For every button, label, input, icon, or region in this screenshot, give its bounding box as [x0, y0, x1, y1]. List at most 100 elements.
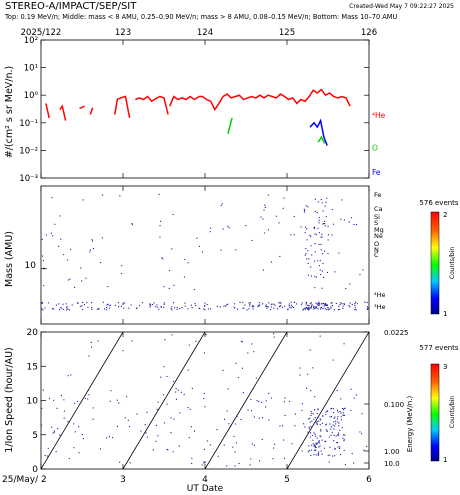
series-he-line: [114, 95, 131, 119]
mass-event-dot: [97, 307, 99, 309]
speed-event-dot: [261, 438, 263, 440]
mass-event-dot: [326, 304, 328, 306]
bottom-ytick-label: 20: [27, 328, 39, 338]
mass-event-dot: [60, 238, 62, 240]
mass-event-dot: [331, 305, 333, 307]
mass-event-dot: [341, 303, 343, 305]
speed-event-dot: [330, 416, 332, 418]
speed-event-dot: [316, 423, 318, 425]
speed-event-dot: [315, 445, 317, 447]
speed-event-dot: [308, 426, 310, 428]
mass-event-dot: [243, 307, 245, 309]
mass-event-dot: [349, 283, 351, 285]
mass-event-dot: [207, 308, 209, 310]
speed-event-dot: [343, 409, 345, 411]
mass-event-dot: [155, 306, 157, 308]
mass-event-dot: [233, 303, 235, 305]
speed-event-dot: [311, 434, 313, 436]
speed-event-dot: [319, 335, 321, 337]
mass-event-dot: [321, 303, 323, 305]
speed-event-dot: [163, 394, 165, 396]
speed-event-dot: [301, 403, 303, 405]
speed-event-dot: [255, 377, 257, 379]
series-he-line: [135, 95, 169, 115]
speed-event-dot: [338, 425, 340, 427]
mass-event-dot: [322, 308, 324, 310]
speed-event-dot: [340, 398, 342, 400]
speed-event-dot: [241, 341, 243, 343]
speed-event-dot: [318, 441, 320, 443]
colorbar-1-events: 576 events: [419, 199, 459, 207]
speed-event-dot: [325, 429, 327, 431]
speed-event-dot: [88, 394, 90, 396]
mass-event-dot: [62, 303, 64, 305]
mass-event-dot: [85, 277, 87, 279]
speed-event-dot: [366, 445, 368, 447]
chart-title: STEREO-A/IMPACT/SEP/SIT: [5, 1, 137, 12]
mass-event-dot: [45, 234, 47, 236]
speed-event-dot: [312, 413, 314, 415]
mass-event-dot: [339, 304, 341, 306]
mass-event-dot: [314, 275, 316, 277]
mass-event-dot: [201, 251, 203, 253]
speed-event-dot: [92, 418, 94, 420]
mass-event-dot: [326, 197, 328, 199]
mass-event-dot: [314, 226, 316, 228]
mass-event-dot: [308, 305, 310, 307]
speed-event-dot: [284, 457, 286, 459]
speed-event-dot: [82, 438, 84, 440]
mass-event-dot: [266, 306, 268, 308]
speed-event-dot: [318, 420, 320, 422]
speed-event-dot: [81, 434, 83, 436]
speed-event-dot: [338, 432, 340, 434]
mass-event-dot: [341, 199, 343, 201]
speed-event-dot: [63, 410, 65, 412]
mass-event-dot: [334, 271, 336, 273]
speed-event-dot: [328, 461, 330, 463]
mass-event-dot: [278, 302, 280, 304]
series-he-line: [169, 88, 351, 112]
mass-event-dot: [225, 305, 227, 307]
speed-event-dot: [203, 392, 205, 394]
mass-event-dot: [74, 286, 76, 288]
mass-event-dot: [310, 307, 312, 309]
mass-event-dot: [77, 302, 79, 304]
speed-event-dot: [340, 416, 342, 418]
speed-event-dot: [313, 454, 315, 456]
speed-event-dot: [336, 409, 338, 411]
mass-event-dot: [308, 307, 310, 309]
speed-event-dot: [170, 417, 172, 419]
speed-event-dot: [341, 407, 343, 409]
mass-event-dot: [235, 249, 237, 251]
speed-event-dot: [73, 423, 75, 425]
speed-event-dot: [337, 411, 339, 413]
mass-event-dot: [242, 301, 244, 303]
mass-event-dot: [252, 308, 254, 310]
mass-event-dot: [82, 301, 84, 303]
speed-event-dot: [203, 462, 205, 464]
mass-event-dot: [271, 303, 273, 305]
mass-event-dot: [283, 197, 285, 199]
mass-event-dot: [355, 301, 357, 303]
mass-event-dot: [245, 225, 247, 227]
speed-event-dot: [55, 451, 57, 453]
speed-event-dot: [234, 465, 236, 467]
top-ytick-label: 10²: [24, 36, 38, 46]
speed-event-dot: [59, 434, 61, 436]
speed-event-dot: [191, 457, 193, 459]
mass-event-dot: [328, 308, 330, 310]
speed-event-dot: [317, 442, 319, 444]
mass-event-dot: [244, 304, 246, 306]
chart-subtitle: Top: 0.19 MeV/n; Middle: mass < 8 AMU, 0…: [5, 13, 398, 21]
mass-event-dot: [267, 194, 269, 196]
mass-event-dot: [68, 309, 70, 311]
speed-event-dot: [359, 431, 361, 433]
mass-event-dot: [322, 276, 324, 278]
mass-event-dot: [100, 262, 102, 264]
speed-event-dot: [188, 437, 190, 439]
middle-ylabel: Mass (AMU): [4, 231, 15, 287]
speed-event-dot: [209, 444, 211, 446]
mass-event-dot: [149, 303, 151, 305]
speed-event-dot: [253, 416, 255, 418]
speed-event-dot: [226, 465, 228, 467]
